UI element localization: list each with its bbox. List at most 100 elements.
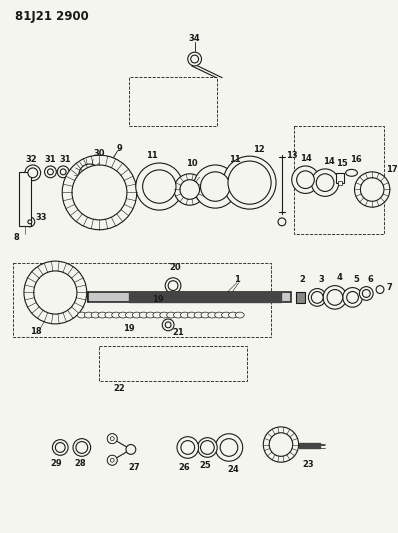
Circle shape bbox=[188, 52, 201, 66]
Ellipse shape bbox=[235, 312, 244, 318]
Text: 20: 20 bbox=[169, 263, 181, 272]
Circle shape bbox=[269, 433, 293, 456]
Circle shape bbox=[191, 55, 199, 63]
Text: 22: 22 bbox=[113, 384, 125, 393]
Circle shape bbox=[297, 171, 314, 189]
Text: 28: 28 bbox=[74, 459, 86, 467]
Circle shape bbox=[174, 174, 205, 205]
Text: 19: 19 bbox=[152, 295, 164, 304]
Ellipse shape bbox=[98, 312, 107, 318]
Circle shape bbox=[162, 319, 174, 331]
Text: 32: 32 bbox=[25, 155, 37, 164]
Text: 30: 30 bbox=[94, 149, 105, 158]
Text: 12: 12 bbox=[254, 145, 265, 154]
Text: 8: 8 bbox=[13, 233, 19, 242]
Circle shape bbox=[327, 289, 343, 305]
Text: 31: 31 bbox=[59, 155, 71, 164]
Circle shape bbox=[165, 322, 171, 328]
Text: 18: 18 bbox=[30, 327, 41, 336]
Circle shape bbox=[79, 164, 100, 185]
Text: 81J21 2900: 81J21 2900 bbox=[15, 10, 89, 23]
Text: 25: 25 bbox=[199, 461, 211, 470]
Circle shape bbox=[201, 441, 214, 454]
Circle shape bbox=[215, 434, 243, 461]
Circle shape bbox=[73, 439, 91, 456]
Circle shape bbox=[362, 289, 370, 297]
Ellipse shape bbox=[215, 312, 224, 318]
Circle shape bbox=[142, 170, 176, 203]
Circle shape bbox=[347, 292, 359, 303]
Circle shape bbox=[359, 287, 373, 300]
Ellipse shape bbox=[167, 312, 176, 318]
Circle shape bbox=[126, 445, 136, 454]
Text: 21: 21 bbox=[172, 328, 184, 337]
Circle shape bbox=[278, 218, 286, 226]
Ellipse shape bbox=[222, 312, 230, 318]
Text: 29: 29 bbox=[51, 459, 62, 467]
Ellipse shape bbox=[133, 312, 141, 318]
Ellipse shape bbox=[146, 312, 155, 318]
Circle shape bbox=[376, 286, 384, 294]
Circle shape bbox=[107, 434, 117, 443]
Ellipse shape bbox=[180, 312, 189, 318]
Ellipse shape bbox=[160, 312, 169, 318]
Circle shape bbox=[72, 165, 127, 220]
Circle shape bbox=[25, 217, 35, 227]
Circle shape bbox=[107, 434, 117, 443]
Text: 11: 11 bbox=[146, 151, 157, 160]
Circle shape bbox=[361, 177, 384, 201]
Circle shape bbox=[228, 161, 271, 204]
Circle shape bbox=[110, 458, 114, 462]
Circle shape bbox=[355, 172, 390, 207]
Text: 34: 34 bbox=[189, 34, 201, 43]
Text: 16: 16 bbox=[349, 155, 361, 164]
Circle shape bbox=[223, 156, 276, 209]
Text: 17: 17 bbox=[386, 165, 398, 174]
Text: 10: 10 bbox=[186, 159, 197, 168]
Ellipse shape bbox=[208, 312, 217, 318]
Circle shape bbox=[197, 438, 217, 457]
Circle shape bbox=[220, 439, 238, 456]
Text: 14: 14 bbox=[300, 154, 311, 163]
Ellipse shape bbox=[77, 312, 86, 318]
Circle shape bbox=[316, 174, 334, 191]
Text: 11: 11 bbox=[229, 155, 241, 164]
Circle shape bbox=[136, 163, 183, 210]
Circle shape bbox=[168, 281, 178, 290]
Circle shape bbox=[177, 437, 199, 458]
Circle shape bbox=[45, 166, 57, 177]
Circle shape bbox=[55, 442, 65, 453]
Circle shape bbox=[107, 455, 117, 465]
Text: 9: 9 bbox=[116, 144, 122, 153]
Text: 19: 19 bbox=[123, 324, 135, 333]
Circle shape bbox=[62, 155, 137, 230]
Circle shape bbox=[323, 286, 347, 309]
Ellipse shape bbox=[105, 312, 114, 318]
Ellipse shape bbox=[125, 312, 134, 318]
Bar bbox=[296, 292, 306, 303]
Text: 27: 27 bbox=[128, 463, 140, 472]
Circle shape bbox=[74, 159, 105, 190]
Text: 2: 2 bbox=[300, 275, 306, 284]
Circle shape bbox=[308, 288, 326, 306]
Circle shape bbox=[263, 427, 298, 462]
Text: 1: 1 bbox=[234, 275, 240, 284]
Ellipse shape bbox=[194, 312, 203, 318]
Ellipse shape bbox=[84, 312, 93, 318]
Circle shape bbox=[110, 437, 114, 441]
Text: 26: 26 bbox=[178, 463, 190, 472]
Ellipse shape bbox=[91, 312, 100, 318]
Circle shape bbox=[24, 261, 87, 324]
Text: 4: 4 bbox=[337, 273, 343, 282]
Circle shape bbox=[201, 172, 230, 201]
Circle shape bbox=[180, 180, 199, 199]
Ellipse shape bbox=[112, 312, 121, 318]
Circle shape bbox=[25, 165, 41, 181]
Ellipse shape bbox=[174, 312, 182, 318]
Bar bbox=[88, 293, 291, 302]
Text: 33: 33 bbox=[36, 213, 47, 222]
Text: 5: 5 bbox=[353, 275, 359, 284]
Circle shape bbox=[292, 166, 319, 193]
Text: 24: 24 bbox=[227, 465, 239, 473]
Ellipse shape bbox=[139, 312, 148, 318]
